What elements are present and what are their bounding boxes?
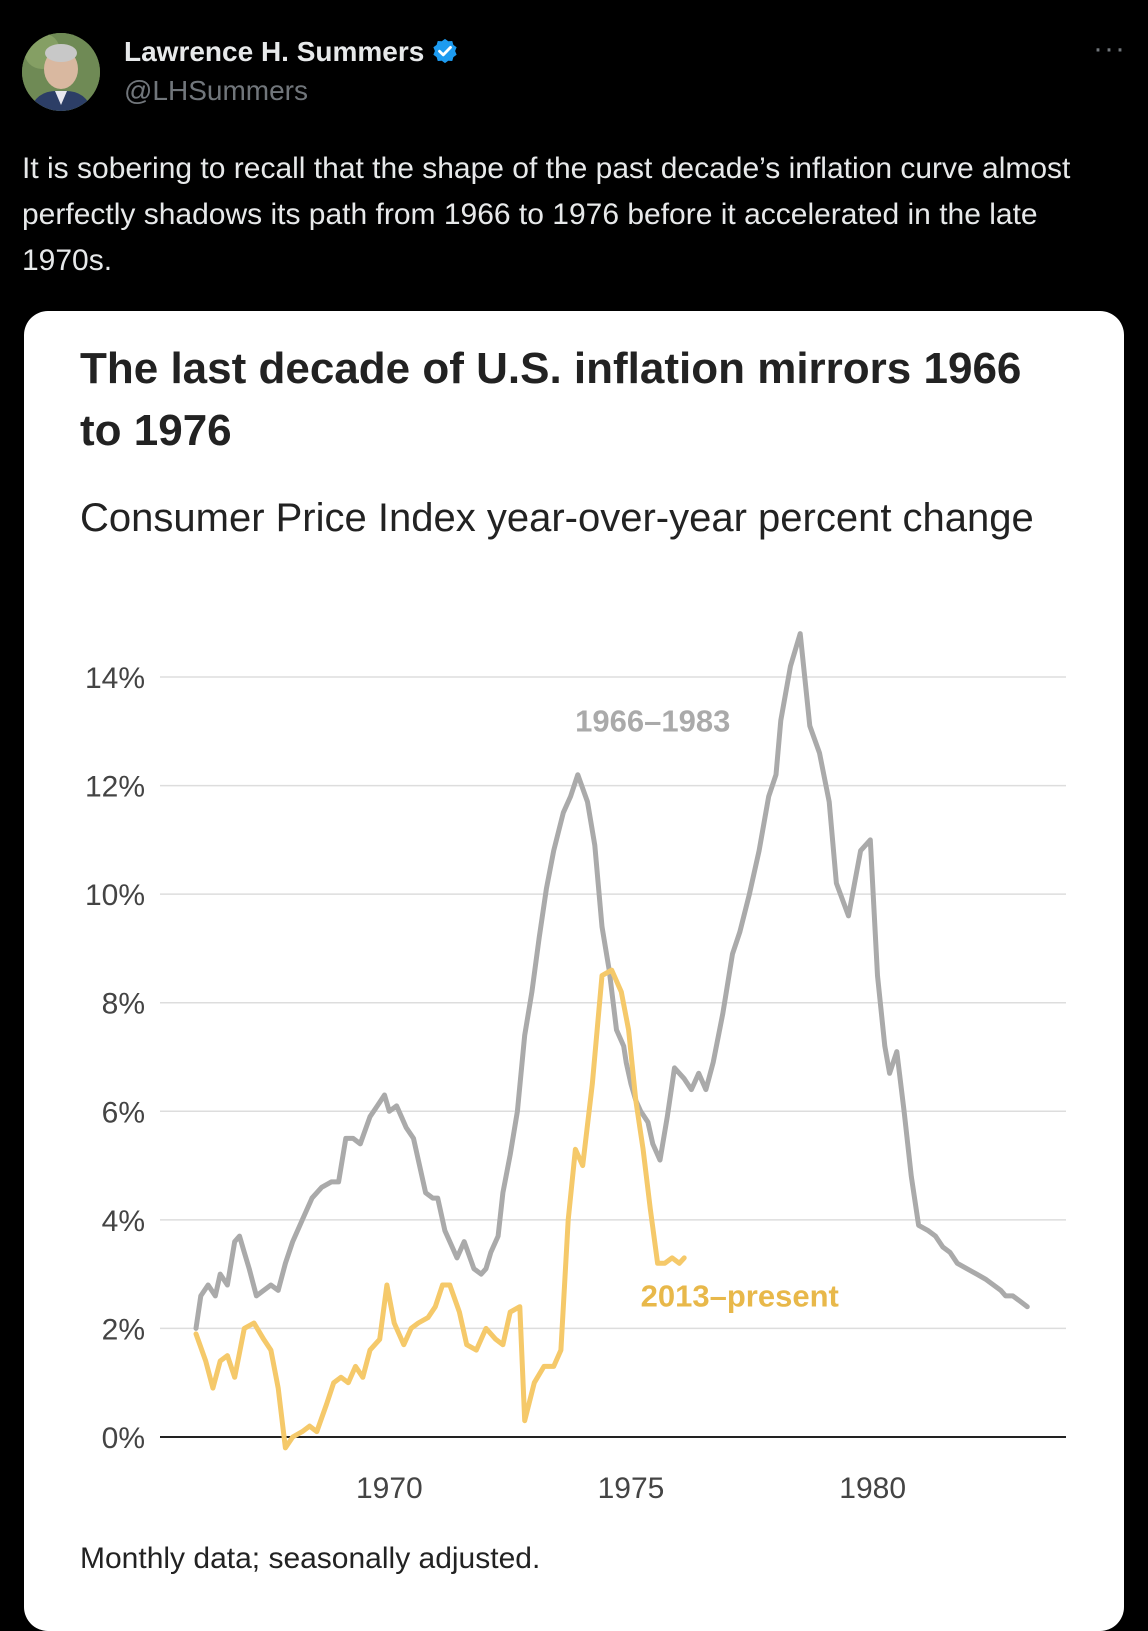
x-tick-label: 1980	[839, 1472, 906, 1505]
author-name[interactable]: Lawrence H. Summers	[124, 36, 425, 67]
series-annotation: 2013–present	[641, 1279, 839, 1314]
tweet-text: It is sobering to recall that the shape …	[22, 152, 1071, 277]
y-tick-label: 4%	[102, 1205, 145, 1238]
chart-subtitle: Consumer Price Index year-over-year perc…	[80, 496, 1034, 540]
y-tick-label: 6%	[102, 1096, 145, 1129]
chart-card[interactable]	[24, 311, 1124, 1631]
y-tick-label: 2%	[102, 1313, 145, 1346]
avatar[interactable]	[22, 33, 100, 111]
verified-badge-icon	[433, 38, 457, 64]
avatar-photo	[22, 33, 100, 111]
author-name-row[interactable]: Lawrence H. Summers	[124, 36, 460, 68]
y-tick-label: 10%	[85, 879, 145, 912]
y-tick-label: 12%	[85, 771, 145, 804]
series-line-1966-1983	[193, 631, 1030, 1331]
y-tick-label: 0%	[102, 1422, 145, 1455]
series-line-2013-present	[193, 967, 687, 1451]
y-tick-label: 8%	[102, 988, 145, 1021]
x-tick-label: 1975	[598, 1472, 665, 1505]
series-annotation: 1966–1983	[575, 703, 730, 738]
chart-title: The last decade of U.S. inflation mirror…	[80, 344, 1022, 455]
y-tick-label: 14%	[85, 662, 145, 695]
x-tick-label: 1970	[356, 1472, 423, 1505]
author-handle[interactable]: @LHSummers	[124, 75, 309, 106]
chart-note: Monthly data; seasonally adjusted.	[80, 1542, 541, 1575]
more-options-icon[interactable]: ···	[1093, 32, 1126, 65]
